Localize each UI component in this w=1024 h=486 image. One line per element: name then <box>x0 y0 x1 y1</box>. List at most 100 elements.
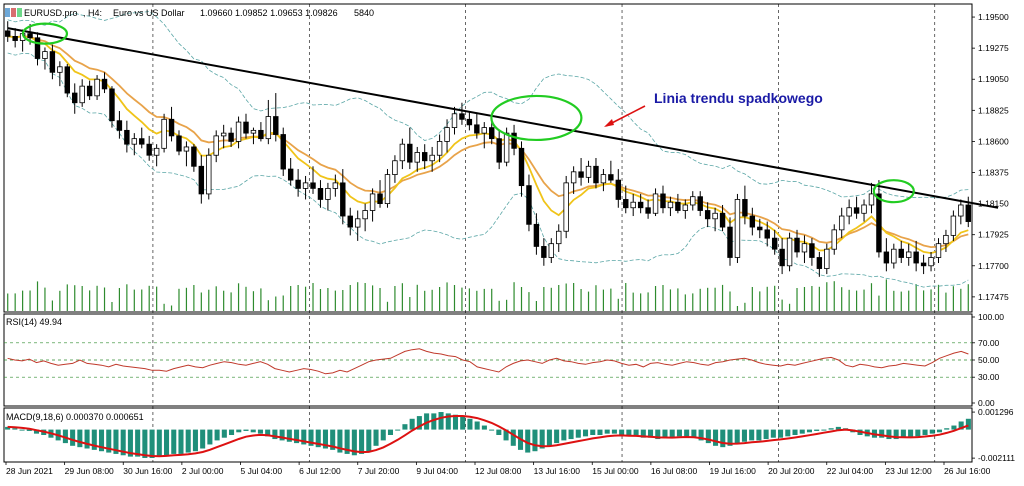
candle <box>704 210 711 220</box>
candle <box>742 199 748 217</box>
candle <box>712 212 718 220</box>
y-tick-label: 70.00 <box>978 338 1000 348</box>
candle <box>771 237 778 250</box>
macd-histogram-bar <box>294 429 300 444</box>
chart-window-icon <box>5 8 22 17</box>
x-tick-label: 7 Jul 20:00 <box>358 466 400 476</box>
macd-title: MACD(9,18,6) 0.000370 0.000651 <box>6 412 144 422</box>
macd-histogram-bar <box>373 429 379 446</box>
candle <box>943 234 949 245</box>
candle <box>466 118 473 126</box>
y-tick-label: 50.00 <box>978 355 1000 365</box>
y-tick-label: 1.18375 <box>978 168 1009 178</box>
candle <box>570 171 577 184</box>
candle <box>49 51 56 73</box>
candle <box>27 33 33 39</box>
candle <box>824 248 830 269</box>
macd-histogram-bar <box>366 429 372 452</box>
x-tick-label: 5 Jul 04:00 <box>241 466 283 476</box>
macd-histogram-bar <box>127 429 133 457</box>
macd-histogram-bar <box>84 429 90 449</box>
macd-histogram-bar <box>749 429 755 441</box>
macd-histogram-bar <box>424 413 430 430</box>
candle <box>399 143 406 162</box>
macd-histogram-bar <box>380 429 386 441</box>
candle <box>645 207 651 214</box>
candle <box>883 251 890 264</box>
candle <box>354 218 361 228</box>
candle <box>563 182 569 232</box>
macd-histogram-bar <box>951 425 957 430</box>
candle <box>436 141 443 156</box>
macd-histogram-bar <box>214 429 220 441</box>
macd-histogram-bar <box>741 429 747 442</box>
macd-histogram-bar <box>106 429 112 453</box>
macd-histogram-bar <box>431 413 437 430</box>
y-tick-label: 0.00 <box>978 398 995 408</box>
x-tick-label: 2 Jul 00:00 <box>182 466 224 476</box>
candle <box>503 132 510 163</box>
candle <box>310 182 316 189</box>
candle <box>548 243 555 258</box>
candle <box>838 215 845 231</box>
candle <box>228 132 234 142</box>
macd-histogram-bar <box>120 429 126 456</box>
macd-histogram-bar <box>662 429 668 438</box>
macd-histogram-bar <box>619 429 625 435</box>
candle <box>131 138 138 145</box>
candlesticks[interactable] <box>5 21 971 277</box>
candle <box>72 92 78 104</box>
candle <box>444 127 450 142</box>
x-tick-label: 20 Jul 20:00 <box>768 466 815 476</box>
macd-histogram-bar <box>387 429 394 435</box>
macd-histogram-bar <box>409 418 415 430</box>
x-tick-label: 23 Jul 12:00 <box>885 466 932 476</box>
candle <box>593 165 599 184</box>
macd-histogram-bar <box>590 429 596 435</box>
candle <box>384 174 391 204</box>
candle <box>623 199 629 209</box>
candle <box>429 154 435 162</box>
candle <box>12 36 18 41</box>
y-tick-label: 1.17925 <box>978 230 1009 240</box>
candle <box>913 251 919 264</box>
y-tick-label: 1.18600 <box>978 136 1009 146</box>
rsi-line <box>7 348 969 375</box>
candle <box>250 129 257 134</box>
candle <box>682 204 689 211</box>
candle <box>675 201 681 211</box>
macd-histogram-bar <box>315 429 321 448</box>
macd-histogram-bar <box>669 429 675 438</box>
macd-histogram-bar <box>575 429 581 438</box>
macd-histogram-bar <box>496 429 502 435</box>
macd-histogram-bar <box>886 429 892 440</box>
candle <box>846 207 852 217</box>
macd-histogram-bar <box>359 429 365 454</box>
macd-histogram-bar <box>821 429 827 431</box>
candle <box>779 248 785 267</box>
macd-histogram-bar <box>351 429 357 456</box>
candle <box>481 127 487 134</box>
candle <box>459 113 465 120</box>
candle <box>79 85 85 104</box>
candle <box>801 243 808 253</box>
candle <box>876 193 882 253</box>
macd-histogram-bar <box>734 429 740 444</box>
macd-histogram-bar <box>207 429 213 445</box>
macd-histogram-bar <box>684 429 690 437</box>
bollinger-upper <box>7 11 969 199</box>
candle <box>213 135 219 156</box>
candle <box>690 196 696 206</box>
candle <box>794 237 800 253</box>
y-tick-label: 1.18825 <box>978 105 1009 115</box>
candle <box>489 127 495 140</box>
chart-volume-value: 5840 <box>354 8 374 18</box>
candle <box>950 215 957 236</box>
candle <box>861 204 867 214</box>
macd-histogram-bar <box>91 429 97 450</box>
macd-histogram-bar <box>221 429 227 438</box>
axes: 28 Jun 2021 29 Jun 08:00 30 Jun 16:00 2 Jul… <box>5 12 1015 476</box>
candle <box>585 165 592 178</box>
macd-histogram-bar <box>900 429 906 438</box>
